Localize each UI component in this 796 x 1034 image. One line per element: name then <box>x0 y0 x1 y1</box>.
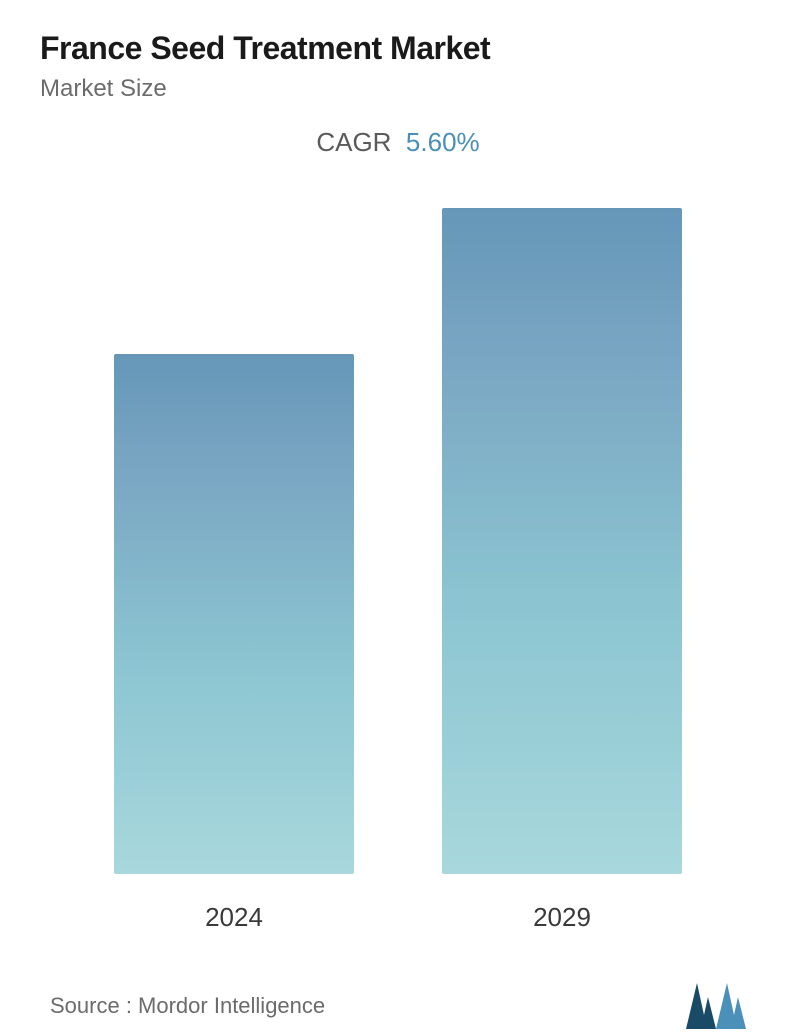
x-label: 2024 <box>114 902 354 933</box>
cagr-row: CAGR 5.60% <box>40 127 756 158</box>
x-label: 2029 <box>442 902 682 933</box>
bar-chart <box>40 188 756 874</box>
chart-subtitle: Market Size <box>40 75 756 103</box>
cagr-label: CAGR <box>316 127 391 157</box>
source-attribution: Source : Mordor Intelligence <box>50 993 325 1019</box>
bar-group <box>442 208 682 874</box>
brand-logo-icon <box>686 983 746 1029</box>
bar-2029 <box>442 208 682 874</box>
bar-2024 <box>114 354 354 874</box>
x-axis-labels: 2024 2029 <box>40 884 756 933</box>
chart-title: France Seed Treatment Market <box>40 30 756 67</box>
bar-group <box>114 354 354 874</box>
chart-footer: Source : Mordor Intelligence <box>40 983 756 1029</box>
cagr-value: 5.60% <box>406 127 480 157</box>
